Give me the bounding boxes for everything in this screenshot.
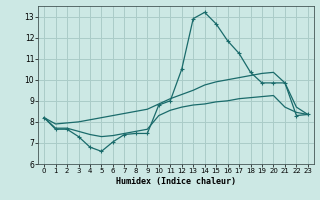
X-axis label: Humidex (Indice chaleur): Humidex (Indice chaleur) [116, 177, 236, 186]
